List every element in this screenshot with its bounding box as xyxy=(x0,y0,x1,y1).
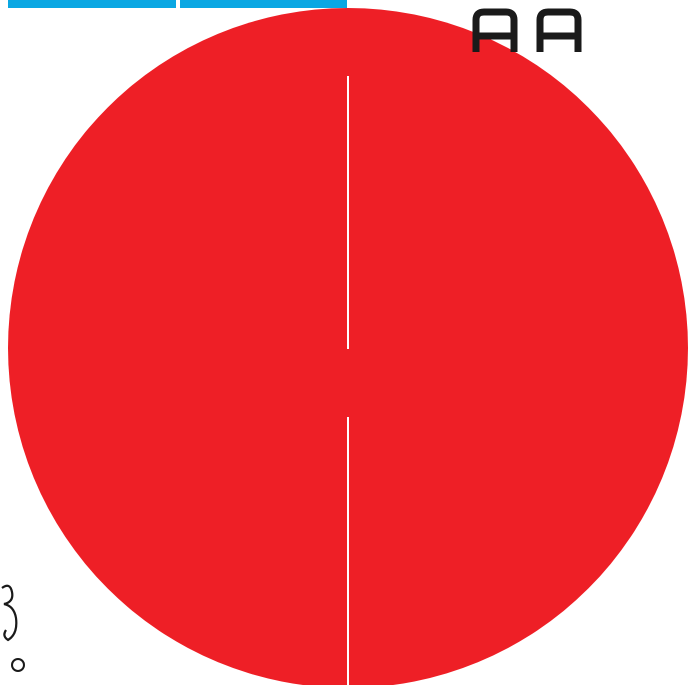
script-character-icon xyxy=(1,584,25,672)
script-dot xyxy=(11,658,25,672)
arch-left xyxy=(472,8,518,52)
twin-arch-icon xyxy=(472,8,582,52)
arch-right xyxy=(536,8,582,52)
script-stroke xyxy=(1,584,18,642)
top-blue-bar-right xyxy=(180,0,347,8)
top-blue-bar-left xyxy=(8,0,176,8)
